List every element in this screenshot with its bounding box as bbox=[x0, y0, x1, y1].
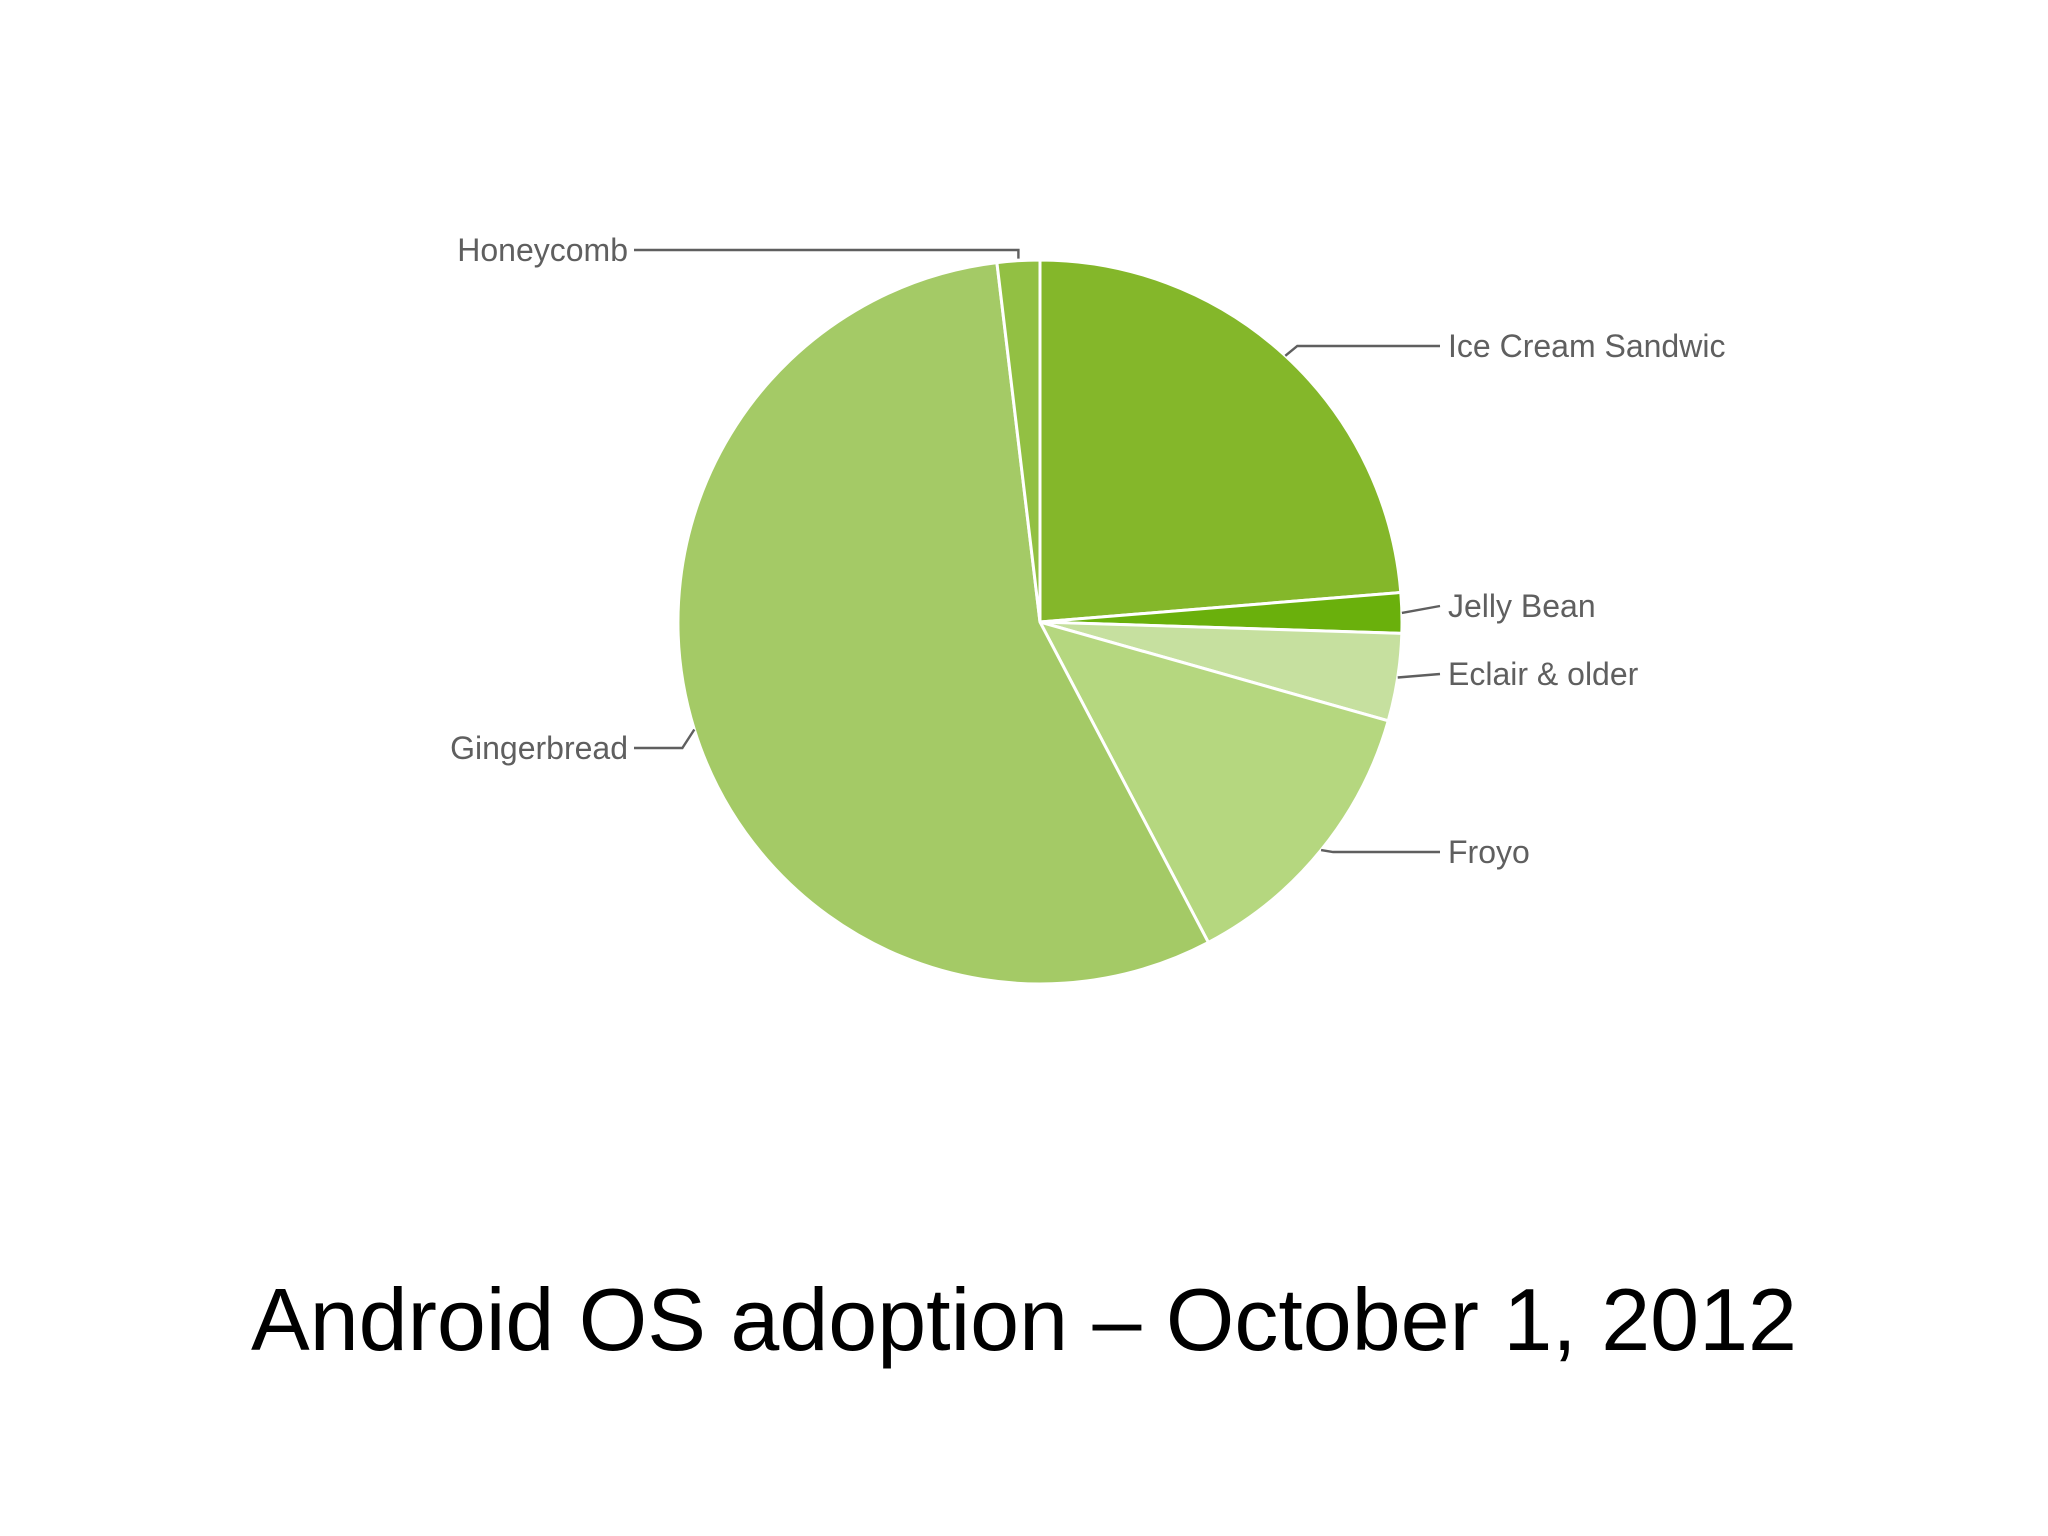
slice-label-honeycomb: Honeycomb bbox=[457, 232, 628, 268]
leader-lines bbox=[634, 248, 1441, 854]
slice-label-eclair-older: Eclair & older bbox=[1448, 656, 1639, 692]
pie-slice-ice-cream-sandwic bbox=[1038, 258, 1403, 624]
pie-slice-froyo bbox=[1037, 619, 1391, 945]
leader-line-jelly-bean bbox=[1401, 604, 1441, 615]
pie-slices bbox=[676, 258, 1404, 986]
leader-line-ice-cream-sandwic bbox=[1284, 344, 1440, 357]
leader-line-eclair-older bbox=[1397, 672, 1441, 679]
slice-label-froyo: Froyo bbox=[1448, 834, 1530, 870]
slide-title: Android OS adoption – October 1, 2012 bbox=[251, 1270, 1797, 1369]
slice-label-ice-cream-sandwic: Ice Cream Sandwic bbox=[1448, 328, 1725, 364]
slice-label-jelly-bean: Jelly Bean bbox=[1448, 588, 1596, 624]
leader-line-froyo bbox=[1320, 848, 1440, 854]
slice-label-gingerbread: Gingerbread bbox=[450, 730, 628, 766]
pie-slice-honeycomb bbox=[995, 258, 1042, 623]
leader-line-honeycomb bbox=[634, 248, 1020, 259]
slice-labels: Ice Cream Sandwic Jelly Bean Eclair & olde… bbox=[450, 232, 1725, 870]
pie-slice-gingerbread bbox=[676, 260, 1211, 986]
leader-line-gingerbread bbox=[634, 728, 696, 750]
